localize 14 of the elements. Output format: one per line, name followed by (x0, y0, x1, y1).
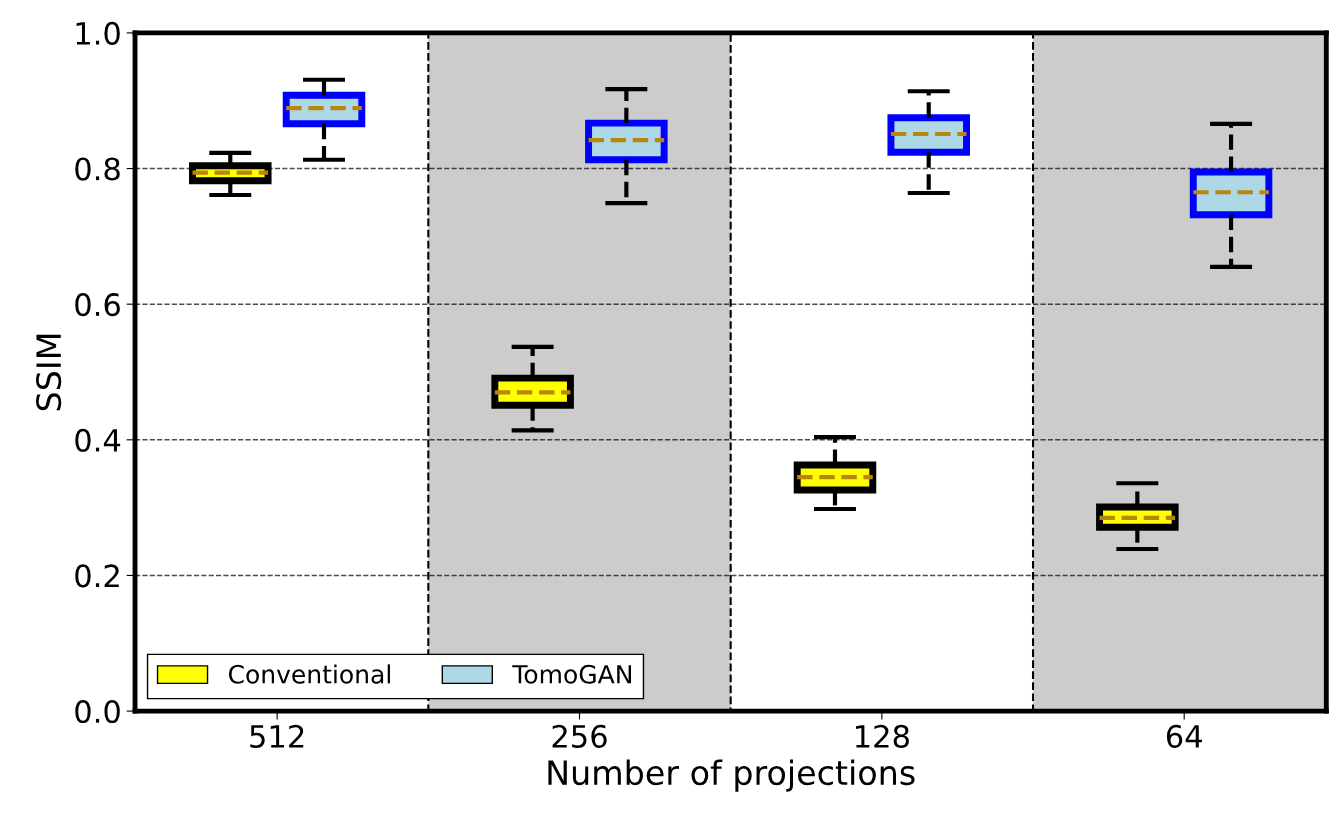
y-tick-label: 0.8 (75, 157, 120, 181)
y-tick-label: 0.6 (75, 293, 120, 317)
x-tick-label: 64 (1166, 724, 1202, 748)
legend-label: TomoGAN (512, 664, 631, 684)
x-tick-label: 512 (250, 724, 304, 748)
x-tick-label: 128 (856, 724, 909, 748)
y-tick-label: 0.0 (75, 700, 120, 724)
x-tick-label: 256 (552, 724, 607, 748)
y-axis-title: SSIM (36, 334, 62, 411)
y-tick-label: 1.0 (76, 21, 120, 45)
y-tick-label: 0.2 (75, 564, 119, 588)
y-tick-label: 0.4 (75, 428, 121, 452)
legend-label: Conventional (228, 664, 390, 684)
x-axis-title: Number of projections (548, 759, 915, 792)
